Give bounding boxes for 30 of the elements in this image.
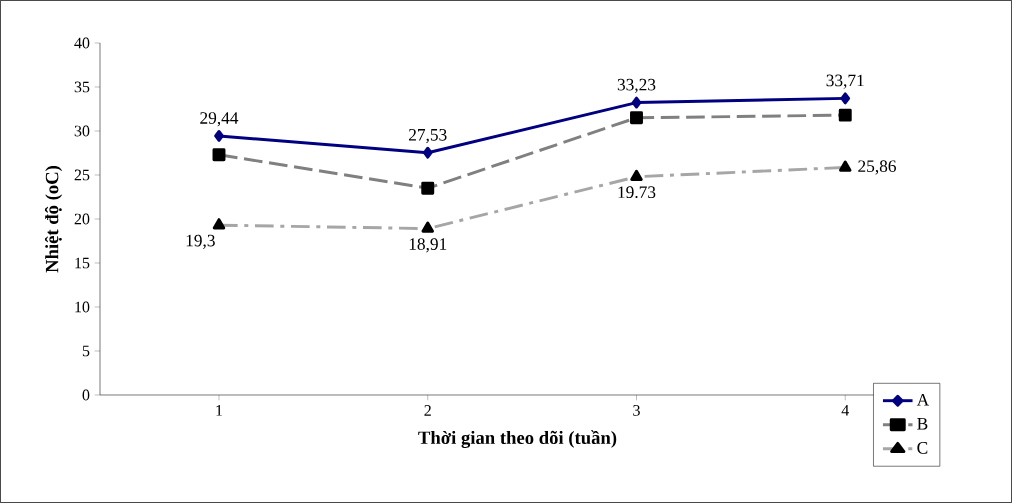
data-label: 33,71 bbox=[826, 74, 864, 89]
x-tick-label: 1 bbox=[216, 405, 223, 416]
point bbox=[840, 92, 851, 105]
y-tick-label: 30 bbox=[74, 125, 90, 137]
data-label: 29,44 bbox=[200, 112, 239, 127]
x-tick-label: 2 bbox=[424, 405, 431, 416]
point bbox=[631, 96, 642, 109]
x-axis-title: Thời gian theo dõi (tuần) bbox=[418, 430, 617, 448]
data-label: 25,86 bbox=[858, 160, 896, 175]
data-label: 27,53 bbox=[408, 128, 447, 144]
x-tick-label: 3 bbox=[633, 405, 640, 416]
legend-label: A bbox=[916, 393, 930, 406]
x-tick-label: 4 bbox=[841, 405, 849, 416]
annotation: 19.73 bbox=[618, 186, 656, 199]
y-tick-label: 5 bbox=[82, 345, 90, 357]
data-label: 33,23 bbox=[617, 78, 656, 93]
y-tick-label: 25 bbox=[74, 169, 90, 181]
y-tick-label: 10 bbox=[75, 301, 90, 313]
legend-label: B bbox=[917, 418, 928, 430]
legend-label: C bbox=[917, 442, 928, 454]
y-axis-title: Nhiệt độ (oC) bbox=[44, 165, 63, 273]
point bbox=[422, 146, 433, 159]
y-tick-label: 0 bbox=[82, 389, 90, 401]
y-tick-label: 15 bbox=[75, 257, 90, 269]
data-label: 19,3 bbox=[186, 234, 215, 249]
point bbox=[214, 129, 224, 142]
y-tick-label: 20 bbox=[74, 213, 90, 225]
y-tick-label: 35 bbox=[74, 81, 90, 93]
data-label: 18,91 bbox=[409, 238, 447, 253]
y-tick-label: 40 bbox=[74, 37, 90, 49]
